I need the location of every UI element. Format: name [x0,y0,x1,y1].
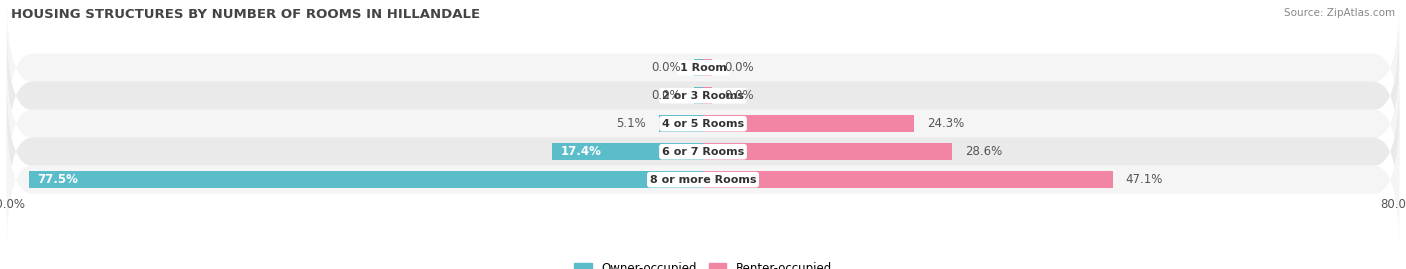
Text: HOUSING STRUCTURES BY NUMBER OF ROOMS IN HILLANDALE: HOUSING STRUCTURES BY NUMBER OF ROOMS IN… [11,8,481,21]
Bar [703,171,1112,188]
FancyBboxPatch shape [7,26,1399,165]
Bar [28,171,703,188]
Text: 0.0%: 0.0% [724,89,755,102]
Bar [703,115,914,132]
Text: 28.6%: 28.6% [965,145,1002,158]
Bar [703,143,952,160]
Bar [695,59,703,76]
Text: 8 or more Rooms: 8 or more Rooms [650,175,756,185]
Text: 4 or 5 Rooms: 4 or 5 Rooms [662,119,744,129]
Text: 0.0%: 0.0% [724,61,755,74]
Bar [658,115,703,132]
Text: 6 or 7 Rooms: 6 or 7 Rooms [662,147,744,157]
Text: 47.1%: 47.1% [1126,173,1163,186]
Text: 24.3%: 24.3% [928,117,965,130]
Bar [551,143,703,160]
Text: 77.5%: 77.5% [38,173,79,186]
Text: 1 Room: 1 Room [679,63,727,73]
Bar [703,59,711,76]
Text: 5.1%: 5.1% [616,117,645,130]
FancyBboxPatch shape [7,82,1399,221]
FancyBboxPatch shape [7,54,1399,193]
Text: 0.0%: 0.0% [651,61,682,74]
Text: Source: ZipAtlas.com: Source: ZipAtlas.com [1284,8,1395,18]
Text: 17.4%: 17.4% [561,145,602,158]
Bar [703,87,711,104]
FancyBboxPatch shape [7,110,1399,249]
Legend: Owner-occupied, Renter-occupied: Owner-occupied, Renter-occupied [574,261,832,269]
Text: 0.0%: 0.0% [651,89,682,102]
Bar [695,87,703,104]
FancyBboxPatch shape [7,0,1399,137]
Text: 2 or 3 Rooms: 2 or 3 Rooms [662,91,744,101]
